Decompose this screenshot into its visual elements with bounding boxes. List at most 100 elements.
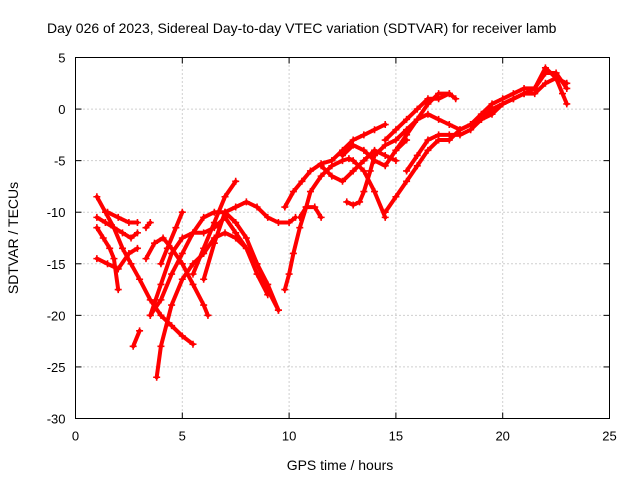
data-point <box>392 193 400 201</box>
x-tick-label: 25 <box>602 429 616 444</box>
data-point <box>189 229 197 237</box>
series-trace-14 <box>200 198 300 283</box>
data-point <box>200 213 208 221</box>
series-trace-17 <box>296 203 325 221</box>
data-point <box>264 213 272 221</box>
series-line <box>94 215 140 240</box>
data-point <box>424 95 432 103</box>
y-tick-label: 0 <box>58 102 65 117</box>
data-point <box>488 105 496 113</box>
data-point <box>477 115 485 123</box>
series-line <box>319 148 398 184</box>
data-point <box>360 167 368 175</box>
data-point <box>306 167 314 175</box>
data-point <box>118 244 126 252</box>
data-point <box>133 229 141 237</box>
data-point <box>424 110 432 118</box>
data-point <box>403 136 411 144</box>
data-point <box>157 311 165 319</box>
data-point <box>445 90 453 98</box>
y-axis-label: SDTVAR / TECUs <box>5 182 21 294</box>
data-point <box>452 95 460 103</box>
data-point <box>93 213 101 221</box>
data-point <box>221 193 229 201</box>
axis-ticks: 0 5 10 15 20 25 -30 -25 -20 -15 -10 -5 0 5 <box>47 51 617 444</box>
data-point <box>104 260 112 268</box>
data-point <box>136 327 144 335</box>
data-point <box>317 172 325 180</box>
y-tick-label: -5 <box>54 154 66 169</box>
data-point <box>343 198 351 206</box>
data-point <box>435 95 443 103</box>
data-point <box>93 193 101 201</box>
data-point <box>172 224 180 232</box>
data-point <box>403 177 411 185</box>
data-point <box>281 286 289 294</box>
series-trace-23 <box>339 136 411 170</box>
y-tick-label: -15 <box>47 257 66 272</box>
data-point <box>424 146 432 154</box>
data-point <box>371 146 379 154</box>
data-point <box>339 177 346 185</box>
data-point <box>157 260 165 268</box>
data-point <box>296 213 304 221</box>
data-point <box>127 234 135 242</box>
series-line <box>383 76 569 215</box>
data-point <box>142 255 150 263</box>
data-point <box>204 311 212 319</box>
data-point <box>168 270 176 278</box>
series-trace-24 <box>317 146 400 185</box>
data-point <box>296 224 304 232</box>
data-point <box>349 201 357 209</box>
data-point <box>110 255 118 263</box>
data-point <box>349 141 357 149</box>
data-point <box>356 198 364 206</box>
data-point <box>328 172 336 180</box>
data-point <box>520 90 528 98</box>
data-point <box>253 203 261 211</box>
x-tick-label: 5 <box>179 429 186 444</box>
data-point <box>189 340 197 348</box>
data-point <box>349 167 357 175</box>
series-line <box>144 236 210 318</box>
data-point <box>360 188 368 196</box>
data-point <box>189 280 197 288</box>
data-point <box>289 188 297 196</box>
data-point <box>381 162 389 170</box>
data-point <box>281 203 289 211</box>
series-trace-2 <box>93 213 141 242</box>
data-point <box>106 244 114 252</box>
data-point <box>559 90 567 98</box>
data-point <box>125 219 133 227</box>
data-point <box>125 249 133 257</box>
data-point <box>413 115 421 123</box>
data-point <box>413 151 421 159</box>
data-point <box>289 249 297 257</box>
x-tick-label: 15 <box>389 429 403 444</box>
data-point <box>151 239 159 247</box>
data-point <box>509 95 517 103</box>
data-point <box>200 301 208 309</box>
data-point <box>129 342 137 350</box>
data-point <box>232 219 240 227</box>
data-point <box>413 162 421 170</box>
x-tick-label: 20 <box>495 429 509 444</box>
data-point <box>210 239 218 247</box>
chart-title: Day 026 of 2023, Sidereal Day-to-day VTE… <box>47 20 557 36</box>
data-point <box>114 286 122 294</box>
data-point <box>157 342 165 350</box>
data-point <box>178 234 186 242</box>
data-point <box>366 167 374 175</box>
x-tick-label: 0 <box>72 429 79 444</box>
y-tick-label: 5 <box>58 51 65 66</box>
data-point <box>339 151 346 159</box>
data-point <box>114 265 122 273</box>
data-point <box>232 177 240 185</box>
data-point <box>403 115 411 123</box>
series-trace-16 <box>281 121 389 211</box>
series-line <box>131 328 142 349</box>
series-trace-21 <box>403 64 571 175</box>
data-point <box>360 131 368 139</box>
data-point <box>381 136 389 144</box>
series-trace-20 <box>392 69 571 154</box>
